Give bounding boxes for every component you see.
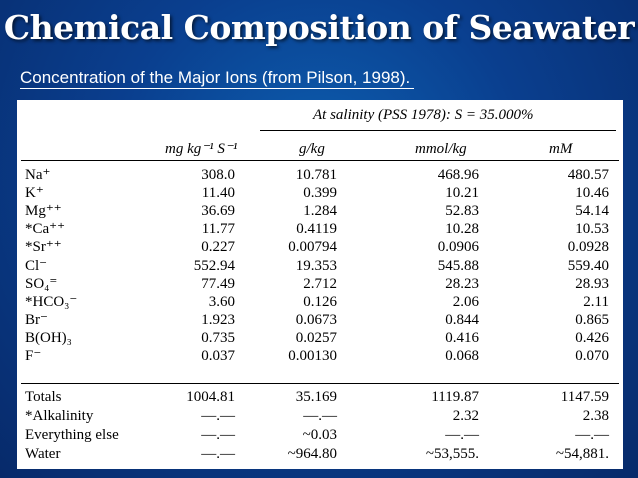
table-cell: 11.77: [201, 221, 235, 238]
totals-label: Everything else: [25, 427, 119, 443]
table-cell: ~54,881.: [555, 446, 609, 462]
table-cell: 0.068: [445, 348, 479, 364]
table-cell: —.—: [445, 427, 479, 443]
group-header-rule: [260, 130, 616, 131]
table-cell: 2.06: [452, 293, 479, 310]
table-cell: —.—: [201, 408, 235, 424]
slide-subtitle: Concentration of the Major Ions (from Pi…: [20, 68, 415, 89]
totals-label: *Alkalinity: [25, 408, 94, 424]
table-cell: 1147.59: [560, 389, 609, 405]
table-cell: 36.69: [201, 203, 235, 220]
ion-name: Cl⁻: [25, 257, 48, 274]
table-cell: 2.32: [452, 408, 479, 424]
slide-title: Chemical Composition of Seawater: [3, 8, 635, 47]
table-cell: 468.96: [437, 167, 479, 183]
table-cell: 552.94: [193, 257, 235, 274]
table-cell: 559.40: [567, 257, 609, 274]
table-cell: 1.923: [201, 311, 235, 328]
table-cell: 0.037: [201, 348, 235, 364]
table-cell: 0.070: [575, 348, 609, 364]
table-cell: 0.126: [303, 293, 337, 310]
table-cell: ~0.03: [302, 427, 337, 443]
table-cell: —.—: [575, 427, 609, 443]
table-cell: 0.0257: [295, 329, 337, 346]
totals-label: Water: [25, 446, 61, 462]
table-cell: ~964.80: [287, 446, 337, 462]
group-header: At salinity (PSS 1978): S = 35.000%: [313, 107, 534, 123]
table-cell: 0.00794: [288, 239, 337, 256]
ion-table: At salinity (PSS 1978): S = 35.000% mg k…: [17, 100, 623, 469]
column-header: mg kg⁻¹ S⁻¹: [165, 141, 238, 157]
table-cell: 0.416: [445, 329, 479, 346]
table-cell: —.—: [303, 408, 337, 424]
table-cell: 28.23: [445, 275, 479, 292]
table-cell: 0.0906: [437, 239, 479, 256]
ion-name: Na⁺: [25, 167, 51, 183]
table-cell: 0.227: [201, 239, 235, 256]
ion-name: Br⁻: [25, 311, 48, 328]
table-cell: 77.49: [201, 275, 235, 292]
header-rule: [21, 160, 619, 161]
table-cell: 308.0: [201, 167, 235, 183]
table-cell: 0.844: [445, 311, 479, 328]
totals-label: Totals: [25, 389, 62, 405]
table-cell: 10.28: [445, 221, 479, 238]
table-cell: 54.14: [575, 203, 609, 220]
table-cell: 0.00130: [288, 348, 337, 364]
table-cell: 52.83: [445, 203, 479, 220]
ion-name: F⁻: [25, 348, 42, 364]
ion-name: K⁺: [25, 185, 44, 202]
table-cell: 35.169: [295, 389, 337, 405]
ion-name: *Sr⁺⁺: [25, 239, 62, 256]
ion-name: Mg⁺⁺: [25, 203, 62, 220]
column-header: mmol/kg: [415, 141, 467, 157]
table-cell: 0.735: [201, 329, 235, 346]
totals-rule: [21, 383, 619, 384]
table-cell: 10.53: [575, 221, 609, 238]
ion-name: *HCO₃⁻: [25, 293, 78, 310]
table-cell: 0.426: [575, 329, 609, 346]
table-cell: 10.781: [295, 167, 337, 183]
ion-name: SO₄⁼: [25, 275, 58, 292]
table-cell: —.—: [201, 427, 235, 443]
table-cell: 1119.87: [431, 389, 479, 405]
column-header: g/kg: [299, 141, 325, 157]
table-cell: ~53,555.: [425, 446, 479, 462]
table-cell: 0.0928: [567, 239, 609, 256]
column-header: mM: [549, 141, 573, 157]
table-cell: 19.353: [295, 257, 337, 274]
table-cell: 0.865: [575, 311, 609, 328]
table-cell: 28.93: [575, 275, 609, 292]
table-cell: 10.21: [445, 185, 479, 202]
table-cell: 0.399: [303, 185, 337, 202]
ion-name: *Ca⁺⁺: [25, 221, 65, 238]
table-cell: 3.60: [208, 293, 235, 310]
table-cell: 545.88: [437, 257, 479, 274]
table-cell: 0.0673: [295, 311, 337, 328]
table-cell: 1004.81: [186, 389, 235, 405]
table-cell: 2.11: [583, 293, 609, 310]
table-cell: 11.40: [201, 185, 235, 202]
ion-name: B(OH)₃: [25, 329, 72, 346]
table-cell: 2.712: [303, 275, 337, 292]
table-cell: 10.46: [575, 185, 609, 202]
table-cell: 480.57: [567, 167, 609, 183]
table-cell: 0.4119: [296, 221, 337, 238]
table-cell: —.—: [201, 446, 235, 462]
table-cell: 1.284: [303, 203, 337, 220]
table-cell: 2.38: [582, 408, 609, 424]
